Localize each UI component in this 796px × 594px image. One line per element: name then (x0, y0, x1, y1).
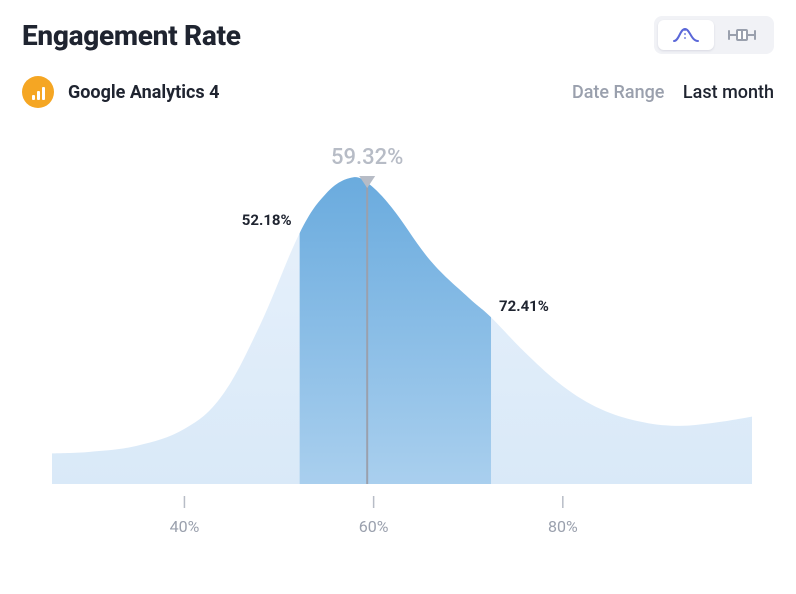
widget-title: Engagement Rate (22, 19, 241, 52)
header-row: Engagement Rate (22, 16, 774, 54)
source-name: Google Analytics 4 (68, 82, 219, 103)
engagement-widget: Engagement Rate (0, 0, 796, 566)
data-source: Google Analytics 4 (22, 76, 219, 108)
band-hi-label: 72.41% (499, 297, 549, 315)
density-chart-svg: 59.32% 52.18% 72.41% 40% 60% 80% (22, 136, 774, 566)
date-range-value: Last month (683, 82, 774, 103)
x-tick-label: 60% (359, 517, 389, 536)
x-tick-label: 40% (170, 517, 200, 536)
density-chart: 59.32% 52.18% 72.41% 40% 60% 80% (22, 136, 774, 566)
sub-row: Google Analytics 4 Date Range Last month (22, 76, 774, 108)
analytics-bars-icon (22, 76, 54, 108)
view-toggle-density[interactable] (658, 20, 714, 50)
date-range[interactable]: Date Range Last month (572, 82, 774, 103)
x-tick-label: 80% (548, 517, 578, 536)
center-value-label: 59.32% (331, 145, 403, 170)
date-range-label: Date Range (572, 82, 664, 103)
view-toggle-boxplot[interactable] (714, 20, 770, 50)
view-toggle (654, 16, 774, 54)
boxplot-icon (727, 26, 757, 44)
density-curve-icon (672, 26, 700, 44)
band-lo-label: 52.18% (242, 211, 292, 229)
